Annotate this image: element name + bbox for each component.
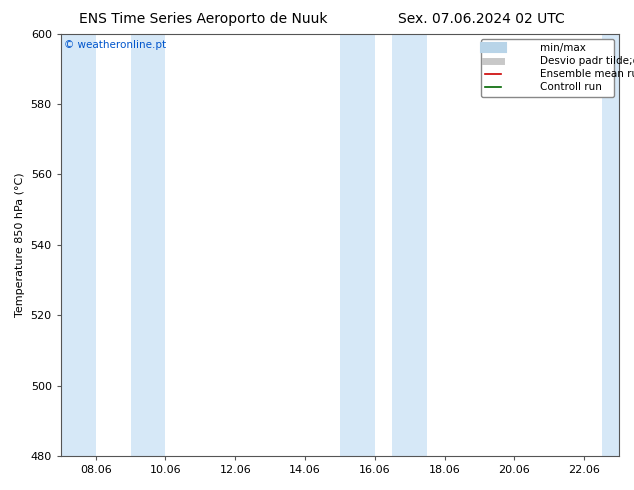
Bar	[602, 34, 619, 456]
Text: ENS Time Series Aeroporto de Nuuk: ENS Time Series Aeroporto de Nuuk	[79, 12, 327, 26]
Bar	[392, 34, 427, 456]
Bar	[340, 34, 375, 456]
Text: © weatheronline.pt: © weatheronline.pt	[63, 40, 165, 50]
Text: Sex. 07.06.2024 02 UTC: Sex. 07.06.2024 02 UTC	[398, 12, 566, 26]
Legend: min/max, Desvio padr tilde;o, Ensemble mean run, Controll run: min/max, Desvio padr tilde;o, Ensemble m…	[481, 39, 614, 97]
Bar	[61, 34, 96, 456]
Bar	[131, 34, 165, 456]
Y-axis label: Temperature 850 hPa (°C): Temperature 850 hPa (°C)	[15, 172, 25, 317]
